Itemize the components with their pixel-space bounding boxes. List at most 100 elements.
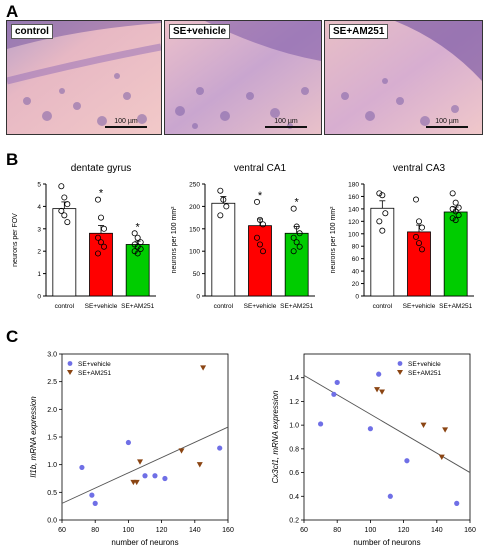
micrograph-se-vehicle-image [165, 21, 321, 134]
data-point [217, 187, 224, 194]
data-point [101, 225, 108, 232]
y-axis-label: neurons per 100 mm² [171, 206, 178, 274]
data-point-se-am251 [374, 387, 381, 393]
scale-bar: 100 µm [105, 118, 147, 128]
x-axis-label: number of neurons [353, 538, 420, 547]
chart-title: ventral CA1 [234, 163, 287, 174]
bar-chart-ventral-ca3: ventral CA3 0 20 40 60 80 100 120 140 160 180 neuro… [330, 163, 474, 310]
legend-label: SE+vehicle [78, 361, 111, 368]
y-tick-label: 2.0 [47, 407, 57, 414]
y-tick-label: 40 [352, 269, 360, 276]
y-tick-label: 0.4 [289, 494, 299, 501]
data-point [452, 199, 459, 206]
data-point [223, 203, 230, 210]
panel-letter-a: A [6, 2, 19, 21]
data-point [293, 239, 300, 246]
y-tick-label: 0.8 [289, 446, 299, 453]
data-point-se-vehicle [318, 421, 324, 427]
data-point [260, 221, 267, 228]
micrograph-se-vehicle: SE+vehicle 100 µm [164, 20, 322, 135]
y-tick-label: 200 [189, 204, 200, 211]
data-point [137, 239, 144, 246]
y-tick-label: 0 [355, 294, 359, 301]
significance-marker: * [295, 197, 300, 209]
data-point [260, 248, 267, 255]
data-point [95, 250, 102, 257]
bar [443, 211, 468, 297]
data-point-se-am251 [420, 422, 427, 428]
data-point-se-vehicle [387, 493, 393, 499]
y-tick-label: 180 [348, 182, 359, 189]
y-tick-label: 100 [189, 249, 200, 256]
data-point [257, 241, 264, 248]
data-point-se-am251 [379, 389, 386, 395]
data-point-se-vehicle [92, 500, 98, 506]
data-point [61, 212, 68, 219]
x-tick-label: 60 [58, 527, 66, 534]
data-point-se-am251 [200, 365, 207, 371]
y-tick-label: 2 [37, 249, 41, 256]
y-tick-label: 2.5 [47, 379, 57, 386]
scale-bar-label: 100 µm [274, 118, 298, 125]
legend-label: SE+AM251 [78, 370, 111, 377]
data-point [416, 240, 423, 247]
bar [248, 225, 272, 297]
legend-marker [67, 370, 73, 375]
y-tick-label: 120 [348, 219, 359, 226]
data-point [416, 218, 423, 225]
data-point-se-vehicle [217, 445, 223, 451]
data-point [455, 212, 462, 219]
y-tick-label: 60 [352, 256, 360, 263]
bar [211, 202, 236, 297]
data-point [95, 234, 102, 241]
y-tick-label: 0.5 [47, 490, 57, 497]
data-point [379, 227, 386, 234]
chart-title: dentate gyrus [71, 163, 132, 174]
data-point [131, 230, 138, 237]
y-tick-label: 0 [196, 294, 200, 301]
y-tick-label: 1.5 [47, 435, 57, 442]
x-tick-label: 80 [91, 527, 99, 534]
data-point [257, 216, 264, 223]
scale-bar: 100 µm [426, 118, 468, 128]
x-tick-label: SE+AM251 [121, 303, 154, 310]
x-tick-label: SE+vehicle [244, 303, 277, 310]
data-point-se-vehicle [79, 464, 85, 471]
scatter-cx3cl1: 60 80 100 120 140 160 0.2 0.4 0.6 0.8 1.0 1.2 1.4 num… [271, 353, 476, 547]
micrograph-label-se-vehicle: SE+vehicle [169, 24, 231, 39]
data-point [379, 192, 386, 199]
data-point [61, 194, 68, 201]
legend-marker [397, 370, 403, 375]
y-tick-label: 0 [37, 294, 41, 301]
data-point [98, 214, 105, 221]
data-point [449, 190, 456, 197]
plot-frame [61, 353, 229, 521]
x-tick-label: 100 [123, 527, 135, 534]
x-tick-label: SE+AM251 [439, 303, 472, 310]
legend-marker [67, 361, 73, 366]
x-tick-label: control [373, 303, 393, 310]
y-tick-label: 1.4 [289, 375, 299, 382]
x-tick-label: 140 [431, 527, 443, 534]
y-tick-label: 160 [348, 194, 359, 201]
data-point [419, 224, 426, 231]
bar [407, 231, 431, 297]
data-point [419, 246, 426, 253]
y-tick-label: 1.0 [289, 423, 299, 430]
data-point [290, 234, 297, 241]
y-tick-label: 250 [189, 182, 200, 189]
y-tick-label: 1.2 [289, 399, 299, 406]
data-point [95, 196, 102, 203]
data-point [449, 215, 456, 222]
x-tick-label: SE+vehicle [403, 303, 436, 310]
y-tick-label: 0.2 [289, 518, 299, 525]
data-point [455, 204, 462, 211]
data-point [217, 212, 224, 219]
data-point [382, 210, 389, 217]
y-tick-label: 1.0 [47, 462, 57, 469]
scale-bar-label: 100 µm [114, 118, 138, 125]
data-point [413, 196, 420, 203]
data-point [64, 219, 71, 226]
data-point-se-am251 [438, 454, 445, 460]
data-point [452, 208, 459, 215]
